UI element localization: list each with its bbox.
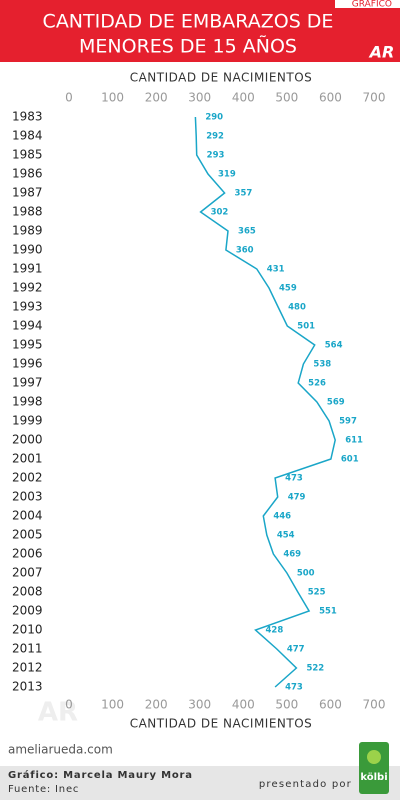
y-tick-label: 1984	[12, 129, 43, 143]
y-tick-label: 1989	[12, 224, 43, 238]
y-tick-label: 2012	[12, 661, 43, 675]
x-tick-label: 700	[363, 698, 386, 712]
value-label: 365	[238, 227, 256, 237]
value-label: 473	[285, 683, 303, 693]
source: Fuente: Inec	[8, 784, 79, 795]
value-label: 480	[288, 303, 306, 313]
value-label: 319	[218, 170, 236, 180]
x-axis-label: CANTIDAD DE NACIMIENTOS	[130, 71, 313, 85]
site: ameliarueda.com	[8, 743, 113, 757]
value-label: 293	[207, 151, 225, 161]
chart-title: MENORES DE 15 AÑOS	[79, 35, 297, 58]
sponsor-logo-bg	[359, 742, 389, 794]
y-tick-label: 1995	[12, 338, 43, 352]
x-tick-label: 600	[319, 91, 342, 105]
x-tick-label: 0	[65, 698, 73, 712]
value-label: 431	[267, 265, 285, 275]
x-tick-label: 300	[188, 91, 211, 105]
value-label: 611	[345, 436, 363, 446]
x-tick-label: 200	[145, 698, 168, 712]
value-label: 597	[339, 417, 357, 427]
value-label: 446	[273, 512, 291, 522]
value-label: 601	[341, 455, 359, 465]
y-tick-label: 2004	[12, 509, 43, 523]
value-label: 357	[235, 189, 253, 199]
header-band	[0, 0, 400, 62]
value-label: 428	[265, 626, 283, 636]
value-label: 459	[279, 284, 297, 294]
x-tick-label: 500	[275, 91, 298, 105]
tag: GRÁFICO	[352, 0, 392, 10]
x-tick-label: 400	[232, 91, 255, 105]
y-tick-label: 1991	[12, 262, 43, 276]
credit: Gráfico: Marcela Maury Mora	[8, 769, 193, 781]
x-tick-label: 600	[319, 698, 342, 712]
y-tick-label: 1992	[12, 281, 43, 295]
y-tick-label: 2002	[12, 471, 43, 485]
value-label: 469	[283, 550, 301, 560]
x-axis-label: CANTIDAD DE NACIMIENTOS	[130, 717, 313, 731]
sponsor-logo: kölbi	[360, 772, 387, 783]
y-tick-label: 1999	[12, 414, 43, 428]
value-label: 525	[308, 588, 326, 598]
y-tick-label: 1997	[12, 376, 43, 390]
sponsor-logo-icon	[367, 750, 381, 764]
chart-title: CANTIDAD DE EMBARAZOS DE	[43, 11, 334, 33]
x-tick-label: 400	[232, 698, 255, 712]
value-label: 292	[206, 132, 224, 142]
value-label: 522	[306, 664, 324, 674]
y-tick-label: 1986	[12, 167, 43, 181]
value-label: 551	[319, 607, 337, 617]
value-label: 500	[297, 569, 315, 579]
value-label: 479	[288, 493, 306, 503]
tag-bg	[335, 0, 400, 8]
logo: AR	[368, 43, 395, 62]
value-label: 473	[285, 474, 303, 484]
y-tick-label: 2008	[12, 585, 43, 599]
x-tick-label: 200	[145, 91, 168, 105]
x-tick-label: 700	[363, 91, 386, 105]
y-tick-label: 1993	[12, 300, 43, 314]
y-tick-label: 1996	[12, 357, 43, 371]
y-tick-label: 1988	[12, 205, 43, 219]
value-label: 569	[327, 398, 345, 408]
value-label: 564	[325, 341, 343, 351]
value-label: 454	[277, 531, 295, 541]
value-label: 360	[236, 246, 254, 256]
y-tick-label: 1987	[12, 186, 43, 200]
y-tick-label: 1998	[12, 395, 43, 409]
y-tick-label: 2011	[12, 642, 43, 656]
y-tick-label: 2003	[12, 490, 43, 504]
y-tick-label: 2005	[12, 528, 43, 542]
footer-band	[0, 766, 400, 800]
data-line	[194, 116, 336, 688]
sponsor: presentado por	[259, 779, 352, 790]
value-label: 501	[297, 322, 315, 332]
x-tick-label: 100	[101, 91, 124, 105]
x-tick-label: 100	[101, 698, 124, 712]
x-tick-label: 300	[188, 698, 211, 712]
y-tick-label: 2010	[12, 623, 43, 637]
value-label: 302	[211, 208, 229, 218]
y-tick-label: 2013	[12, 680, 43, 694]
value-label: 526	[308, 379, 326, 389]
y-tick-label: 2007	[12, 566, 43, 580]
y-tick-label: 1985	[12, 148, 43, 162]
y-tick-label: 2001	[12, 452, 43, 466]
value-label: 538	[313, 360, 331, 370]
value-label: 290	[205, 113, 223, 123]
x-tick-label: 500	[275, 698, 298, 712]
y-tick-label: 1994	[12, 319, 43, 333]
x-tick-label: 0	[65, 91, 73, 105]
value-label: 477	[287, 645, 305, 655]
y-tick-label: 2000	[12, 433, 43, 447]
y-tick-label: 2009	[12, 604, 43, 618]
y-tick-label: 1983	[12, 110, 43, 124]
watermark: AR	[38, 698, 78, 728]
y-tick-label: 2006	[12, 547, 43, 561]
y-tick-label: 1990	[12, 243, 43, 257]
